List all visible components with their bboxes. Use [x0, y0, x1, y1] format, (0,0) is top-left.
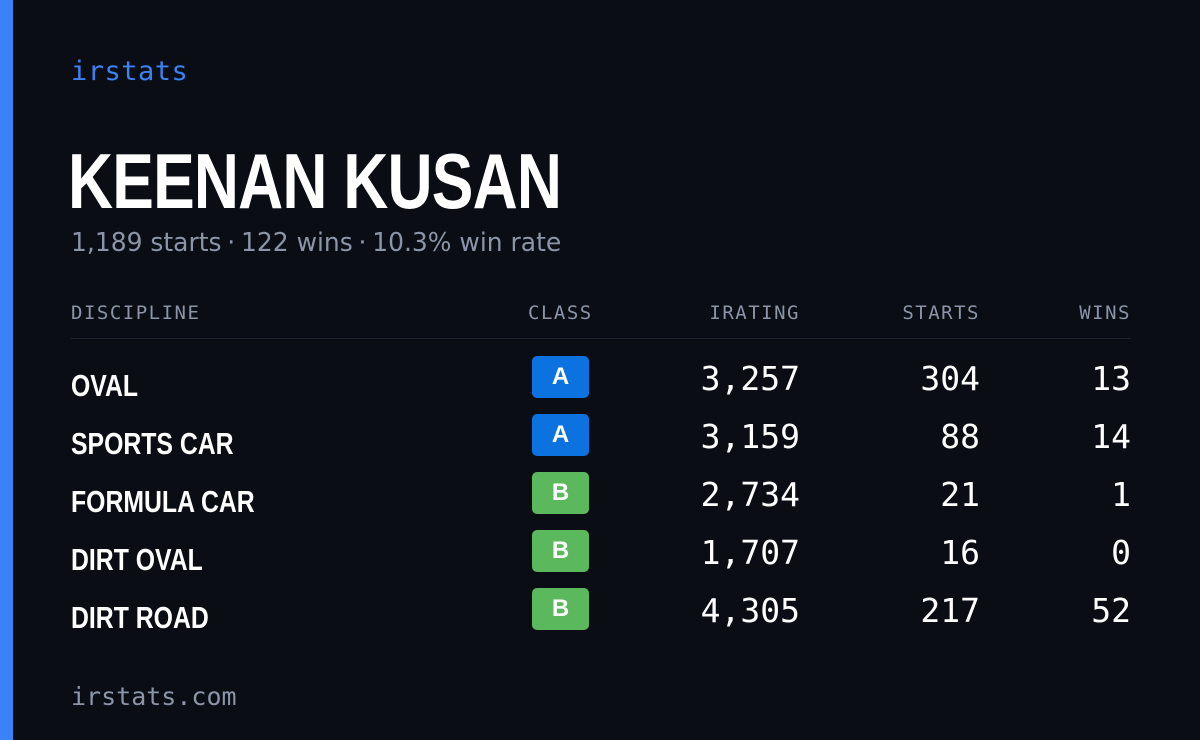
starts-value: 88 [940, 417, 980, 456]
irating-value: 2,734 [700, 475, 800, 514]
accent-bar [0, 0, 13, 740]
header-class: CLASS [528, 302, 593, 324]
wins-value: 1 [1111, 475, 1131, 514]
discipline-name: SPORTS CAR [71, 426, 234, 461]
wins-value: 14 [1091, 417, 1131, 456]
header-wins: WINS [1079, 302, 1131, 324]
starts-value: 217 [920, 591, 980, 630]
driver-summary: 1,189 starts · 122 wins · 10.3% win rate [71, 228, 561, 258]
footer-url[interactable]: irstats.com [71, 682, 237, 711]
wins-value: 0 [1111, 533, 1131, 572]
table-row: DIRT OVAL B 1,707 16 0 [71, 528, 1131, 586]
irating-value: 1,707 [700, 533, 800, 572]
discipline-name: OVAL [71, 368, 139, 403]
irating-value: 3,257 [700, 359, 800, 398]
wins-summary: 122 wins [240, 228, 353, 258]
wins-value: 13 [1091, 359, 1131, 398]
win-rate-summary: 10.3% win rate [372, 228, 562, 258]
irating-value: 3,159 [700, 417, 800, 456]
wins-value: 52 [1091, 591, 1131, 630]
irating-value: 4,305 [700, 591, 800, 630]
class-badge: B [532, 472, 589, 514]
starts-value: 16 [940, 533, 980, 572]
header-starts: STARTS [902, 302, 980, 324]
driver-name: KEENAN KUSAN [68, 137, 562, 225]
table-row: DIRT ROAD B 4,305 217 52 [71, 586, 1131, 644]
table-body: OVAL A 3,257 304 13 SPORTS CAR A 3,159 8… [71, 354, 1131, 644]
discipline-name: FORMULA CAR [71, 484, 255, 519]
brand-logo[interactable]: irstats [71, 56, 189, 87]
stats-table: DISCIPLINE CLASS IRATING STARTS WINS OVA… [71, 298, 1131, 644]
discipline-name: DIRT ROAD [71, 600, 209, 635]
class-badge: B [532, 530, 589, 572]
table-row: OVAL A 3,257 304 13 [71, 354, 1131, 412]
header-discipline: DISCIPLINE [71, 302, 201, 324]
separator: · [227, 228, 236, 258]
table-row: FORMULA CAR B 2,734 21 1 [71, 470, 1131, 528]
table-row: SPORTS CAR A 3,159 88 14 [71, 412, 1131, 470]
starts-value: 304 [920, 359, 980, 398]
separator: · [358, 228, 367, 258]
starts-summary: 1,189 starts [71, 228, 222, 258]
discipline-name: DIRT OVAL [71, 542, 203, 577]
class-badge: B [532, 588, 589, 630]
starts-value: 21 [940, 475, 980, 514]
table-header: DISCIPLINE CLASS IRATING STARTS WINS [71, 298, 1131, 339]
header-irating: IRATING [709, 302, 800, 324]
class-badge: A [532, 414, 589, 456]
class-badge: A [532, 356, 589, 398]
